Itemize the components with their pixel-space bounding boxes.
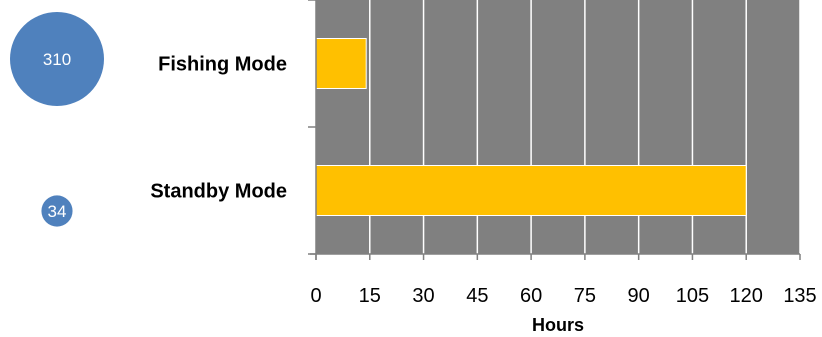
x-tick-labels: 0 15 30 45 60 75 90 105 120 135 [310, 285, 816, 307]
bar-fishing-mode [315, 38, 367, 89]
x-tick-label: 105 [676, 285, 709, 307]
bubble-fishing-mode [10, 12, 104, 106]
bubble-label: 34 [48, 202, 67, 221]
bar-standby-mode [315, 165, 747, 216]
x-tick-label: 90 [628, 285, 650, 307]
x-tick-label: 0 [310, 285, 321, 307]
x-tick-label: 45 [466, 285, 488, 307]
x-tick-label: 15 [359, 285, 381, 307]
axes [308, 0, 801, 260]
x-axis-title: Hours [532, 315, 584, 335]
x-tick-label: 120 [730, 285, 763, 307]
x-tick-label: 30 [412, 285, 434, 307]
category-label: Standby Mode [150, 181, 287, 203]
bubble-group: 310 34 [10, 12, 104, 227]
bubble-label: 310 [43, 50, 71, 69]
x-tick-label: 60 [520, 285, 542, 307]
x-tick-label: 75 [574, 285, 596, 307]
category-label: Fishing Mode [158, 54, 287, 76]
bubble-standby-mode [41, 195, 73, 227]
x-tick-label: 135 [783, 285, 816, 307]
category-labels: Fishing Mode Standby Mode [150, 54, 287, 203]
